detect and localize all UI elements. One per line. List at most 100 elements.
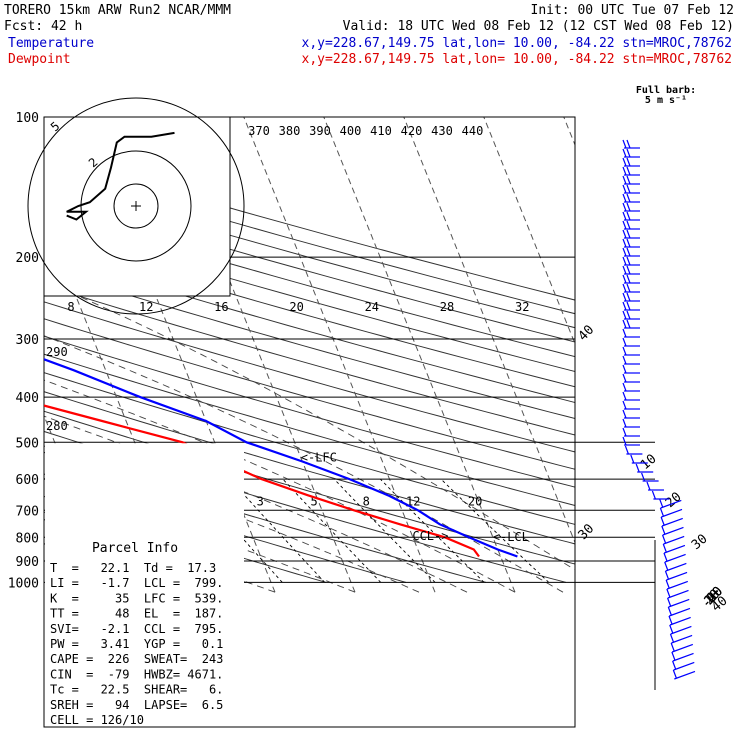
- parcel-info-row: Tc = 22.5 SHEAR= 6.: [50, 683, 223, 697]
- wind-barb: [664, 553, 686, 563]
- parcel-info-row: K = 35 LFC = 539.: [50, 591, 223, 605]
- wind-barb-flag: [622, 139, 627, 149]
- wind-barb-flag: [659, 507, 664, 517]
- wind-barb-flag: [622, 337, 627, 347]
- theta-label: 440: [462, 124, 484, 138]
- wind-barb-flag: [622, 346, 627, 356]
- level-annotation: <-LCL: [493, 530, 529, 544]
- isotherm: [163, 117, 356, 593]
- wind-barb-flag: [646, 481, 651, 491]
- wind-barb-flag: [622, 175, 627, 185]
- isotherms: [0, 107, 575, 593]
- wind-barb-flag: [626, 274, 631, 284]
- wind-barb: [669, 607, 691, 617]
- wind-barb: [669, 616, 691, 626]
- theta-label: 380: [279, 124, 301, 138]
- wind-barb: [671, 634, 693, 644]
- wind-speed-tick: 16: [214, 300, 228, 314]
- wind-barb-flag: [622, 319, 627, 329]
- wind-barb-flag: [622, 148, 627, 158]
- mixing-ratio-line: [379, 478, 485, 583]
- wind-barb-flag: [622, 202, 627, 212]
- wind-barb-flag: [668, 615, 673, 625]
- wind-barb-flag: [626, 256, 631, 266]
- wind-barb-flag: [626, 202, 631, 212]
- wind-barb-flag: [622, 193, 627, 203]
- isotherm: [563, 117, 575, 147]
- wind-barb-flag: [622, 427, 627, 437]
- parcel-info-row: LI = -1.7 LCL = 799.: [50, 576, 223, 590]
- wind-barb-flag: [626, 319, 631, 329]
- wind-barb-flag: [671, 651, 676, 661]
- wind-barb-flag: [626, 238, 631, 248]
- hodograph: 52: [27, 97, 245, 315]
- wind-barb-flag: [659, 498, 664, 508]
- plot-frame: [43, 116, 576, 728]
- isotherm: [44, 215, 196, 593]
- dry-adiabat: [44, 301, 575, 453]
- wind-barb-flag: [626, 175, 631, 185]
- temperature-location: x,y=228.67,149.75 lat,lon= 10.00, -84.22…: [302, 36, 732, 51]
- parcel-info-row: PW = 3.41 YGP = 0.1: [50, 637, 223, 651]
- pressure-tick-label: 900: [16, 555, 39, 570]
- wind-barb-flag: [622, 355, 627, 365]
- wind-barb: [663, 535, 685, 545]
- wind-barb-flag: [670, 642, 675, 652]
- wind-barb-flag: [626, 301, 631, 311]
- wind-barb-flag: [626, 139, 631, 149]
- dry-adiabat: [44, 284, 575, 436]
- wind-barb-flag: [664, 570, 669, 580]
- dry-adiabat: [44, 253, 575, 404]
- wind-barb-flag: [672, 660, 677, 670]
- wind-barb-flag: [661, 525, 666, 535]
- wind-barb: [671, 643, 694, 653]
- dry-adiabat: [44, 335, 575, 488]
- dewpoint-location: x,y=228.67,149.75 lat,lon= 10.00, -84.22…: [302, 52, 732, 67]
- wind-barb-flag: [666, 588, 671, 598]
- wind-barb-flag: [635, 463, 640, 473]
- dry-adiabat: [44, 372, 575, 525]
- wind-barb: [667, 589, 689, 599]
- dry-adiabat: [44, 179, 575, 329]
- theta-label: 410: [370, 124, 392, 138]
- wind-barb-flag: [622, 157, 627, 167]
- isotherm: [0, 107, 35, 593]
- parcel-info-row: CELL = 126/10: [50, 713, 144, 727]
- theta-label: 430: [431, 124, 453, 138]
- parcel-info-row: SVI= -2.1 CCL = 795.: [50, 622, 223, 636]
- wind-barb-flag: [669, 633, 675, 643]
- theta-label: 370: [248, 124, 270, 138]
- dry-adiabat: [44, 391, 575, 545]
- wind-barb-flag: [622, 238, 627, 248]
- pressure-tick-label: 300: [16, 333, 39, 348]
- wind-barb-flag: [626, 247, 631, 257]
- barb-legend-sublabel: 5 m s⁻¹: [645, 95, 687, 106]
- dry-adiabat: [44, 353, 575, 507]
- wind-barb-flag: [622, 436, 627, 446]
- mixing-ratio-line: [440, 478, 550, 583]
- wind-barb-flag: [626, 211, 631, 221]
- hodograph-ring: [27, 97, 245, 315]
- valid-time: Valid: 18 UTC Wed 08 Feb 12 (12 CST Wed …: [343, 19, 734, 34]
- mixing-ratio-label: 12: [406, 494, 420, 508]
- model-title: TORERO 15km ARW Run2 NCAR/MMM: [4, 3, 231, 18]
- wind-barb-flag: [622, 184, 627, 194]
- wind-barb-flag: [622, 247, 627, 257]
- parcel-info-row: CIN = -79 HWBZ= 4671.: [50, 667, 223, 681]
- dry-adiabat: [44, 193, 575, 343]
- mixing-ratio-label: 3: [257, 494, 264, 508]
- wind-barb-flag: [651, 490, 656, 500]
- parcel-box-bg: [45, 443, 244, 726]
- wind-barb-flag: [662, 543, 667, 553]
- mixing-ratio-line: [333, 478, 436, 583]
- parcel-info-row: SREH = 94 LAPSE= 6.5: [50, 698, 223, 712]
- theta-left-label: 290: [46, 345, 68, 359]
- hodograph-ring: [113, 183, 159, 229]
- wind-barb-flag: [622, 364, 627, 374]
- parcel-info-box: Parcel Info T = 22.1 Td = 17.3LI = -1.7 L…: [45, 443, 244, 727]
- wind-barb-flag: [622, 373, 627, 383]
- wind-barb-flag: [672, 669, 677, 679]
- wind-speed-tick: 8: [67, 300, 74, 314]
